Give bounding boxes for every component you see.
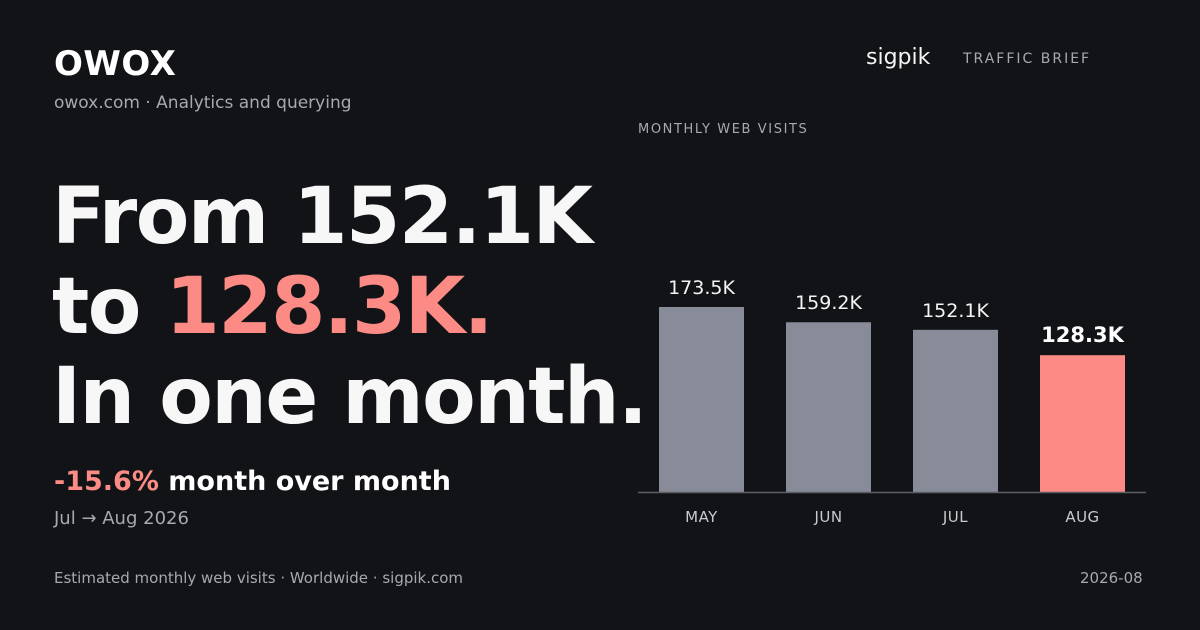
headline-line-3: In one month. (52, 352, 648, 442)
value-label-jul: 152.1K (922, 300, 989, 322)
change-percent: -15.6% (54, 466, 159, 497)
footer-source: Estimated monthly web visits · Worldwide… (54, 569, 464, 587)
bar-aug (1040, 355, 1125, 492)
bar-chart: 173.5K MAY 159.2K JUN 152.1K JUL 128.3K AUG (638, 277, 1146, 526)
headline-line-2: to 128.3K. (52, 262, 652, 352)
category-label-may: MAY (685, 508, 718, 526)
category-label-aug: AUG (1065, 508, 1099, 526)
bar-jul (913, 329, 998, 492)
headline-accent-value: 128.3K. (165, 262, 494, 352)
bar-may (659, 307, 744, 492)
change-text: month over month (158, 466, 451, 497)
change-period: Jul → Aug 2026 (54, 508, 189, 529)
category-label-jul: JUL (942, 508, 968, 526)
headline-line-2-prefix: to (52, 262, 166, 352)
value-label-aug: 128.3K (1041, 323, 1124, 347)
brand-title: OWOX (54, 44, 177, 84)
change-summary: -15.6% month over month (54, 464, 451, 500)
bar-jun (786, 322, 871, 492)
footer-date: 2026-08 (1080, 569, 1143, 587)
headline: From 152.1K to 128.3K. In one month. (52, 172, 652, 442)
value-label-jun: 159.2K (795, 292, 862, 314)
value-label-may: 173.5K (668, 277, 735, 299)
brand-subtitle: owox.com · Analytics and querying (54, 93, 352, 113)
category-label-jun: JUN (813, 508, 842, 526)
chart-title: MONTHLY WEB VISITS (638, 122, 809, 137)
headline-line-1: From 152.1K (52, 172, 593, 262)
publisher-name: sigpik (866, 45, 931, 70)
section-label: TRAFFIC BRIEF (963, 51, 1092, 67)
